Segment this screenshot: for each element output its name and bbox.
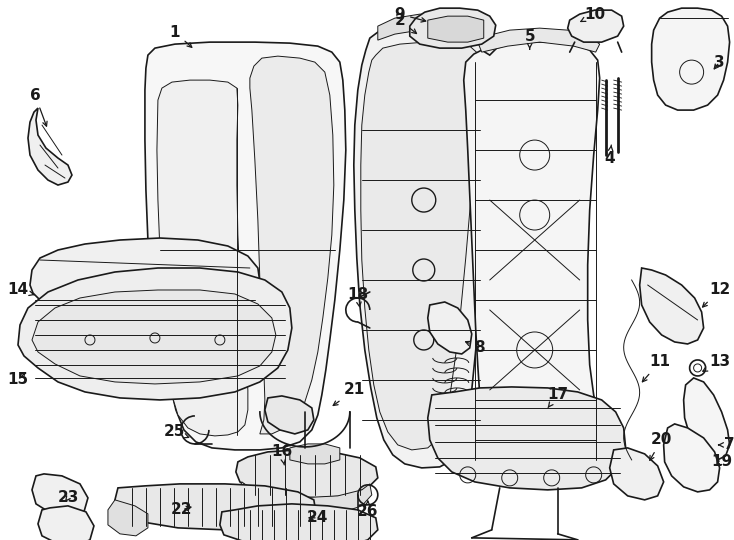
Polygon shape bbox=[464, 42, 600, 468]
Text: 20: 20 bbox=[650, 433, 672, 460]
Text: 13: 13 bbox=[703, 354, 730, 372]
Polygon shape bbox=[28, 108, 72, 185]
Polygon shape bbox=[567, 10, 624, 42]
Text: 19: 19 bbox=[711, 454, 733, 469]
Polygon shape bbox=[290, 444, 340, 464]
Text: 17: 17 bbox=[547, 387, 568, 408]
Polygon shape bbox=[38, 506, 94, 540]
Polygon shape bbox=[428, 302, 472, 354]
Text: 11: 11 bbox=[642, 354, 670, 382]
Polygon shape bbox=[238, 482, 372, 516]
Polygon shape bbox=[115, 484, 316, 530]
Text: 10: 10 bbox=[581, 6, 606, 22]
Polygon shape bbox=[478, 28, 600, 52]
Text: 22: 22 bbox=[171, 502, 192, 517]
Text: 2: 2 bbox=[394, 12, 416, 33]
Text: 21: 21 bbox=[333, 382, 366, 406]
Polygon shape bbox=[236, 450, 378, 498]
Text: 7: 7 bbox=[719, 437, 734, 453]
Polygon shape bbox=[220, 504, 378, 540]
Text: 5: 5 bbox=[524, 29, 535, 49]
Text: 4: 4 bbox=[604, 145, 615, 166]
Text: 1: 1 bbox=[170, 25, 192, 48]
Polygon shape bbox=[428, 16, 484, 42]
Polygon shape bbox=[664, 424, 719, 492]
Polygon shape bbox=[30, 238, 260, 328]
Polygon shape bbox=[610, 448, 664, 500]
Polygon shape bbox=[157, 80, 248, 436]
Polygon shape bbox=[108, 500, 148, 536]
Polygon shape bbox=[32, 290, 276, 384]
Text: 25: 25 bbox=[164, 424, 189, 440]
Polygon shape bbox=[683, 378, 730, 460]
Text: 18: 18 bbox=[347, 287, 368, 307]
Polygon shape bbox=[639, 268, 704, 344]
Text: 15: 15 bbox=[7, 373, 29, 387]
Text: 8: 8 bbox=[465, 340, 485, 355]
Polygon shape bbox=[361, 42, 482, 450]
Polygon shape bbox=[428, 387, 625, 490]
Polygon shape bbox=[145, 42, 346, 450]
Polygon shape bbox=[265, 396, 314, 434]
Text: 12: 12 bbox=[702, 282, 730, 307]
Text: 16: 16 bbox=[272, 444, 292, 465]
Polygon shape bbox=[18, 268, 292, 400]
Text: 6: 6 bbox=[29, 87, 47, 126]
Text: 14: 14 bbox=[7, 282, 34, 298]
Polygon shape bbox=[410, 8, 495, 48]
Polygon shape bbox=[32, 474, 88, 518]
Text: 9: 9 bbox=[394, 6, 426, 22]
Text: 23: 23 bbox=[57, 490, 79, 505]
Text: 24: 24 bbox=[307, 510, 329, 525]
Polygon shape bbox=[652, 8, 730, 110]
Text: 3: 3 bbox=[714, 55, 725, 70]
Polygon shape bbox=[354, 26, 498, 468]
Polygon shape bbox=[250, 56, 334, 434]
Polygon shape bbox=[378, 14, 492, 40]
Text: 26: 26 bbox=[357, 501, 379, 519]
